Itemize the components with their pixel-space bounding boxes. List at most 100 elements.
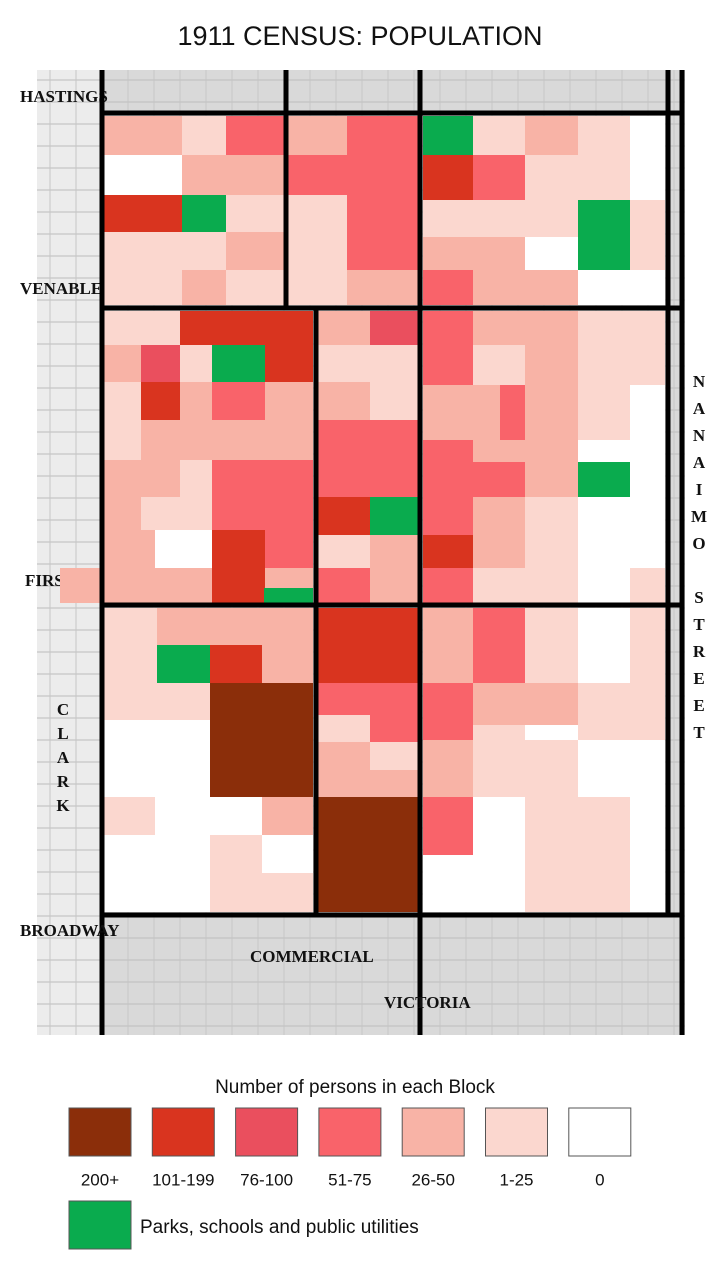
census-block xyxy=(157,645,210,683)
census-block xyxy=(578,270,665,305)
census-block xyxy=(103,420,141,460)
census-block xyxy=(141,382,180,420)
census-block xyxy=(473,740,578,797)
census-block xyxy=(473,535,525,568)
census-block xyxy=(318,345,418,382)
census-block xyxy=(155,797,262,835)
census-block xyxy=(525,608,578,683)
census-block xyxy=(103,683,210,720)
census-block xyxy=(262,797,313,835)
census-block xyxy=(578,311,665,345)
legend-swatch xyxy=(568,1107,632,1157)
census-block xyxy=(630,797,665,855)
census-block xyxy=(103,195,182,232)
census-block xyxy=(103,232,226,270)
census-block xyxy=(370,715,418,742)
legend-swatch xyxy=(68,1107,132,1157)
census-block xyxy=(182,270,226,305)
census-block xyxy=(141,420,313,460)
census-block xyxy=(423,200,578,237)
census-block xyxy=(265,311,313,345)
census-block xyxy=(423,497,473,535)
census-block xyxy=(180,345,212,382)
census-block xyxy=(288,195,347,270)
census-block xyxy=(103,797,155,835)
census-block xyxy=(423,270,473,305)
census-block xyxy=(473,683,578,725)
census-block xyxy=(141,497,212,530)
census-block xyxy=(473,497,525,535)
census-block xyxy=(370,535,418,568)
census-block xyxy=(630,200,665,237)
census-block xyxy=(103,460,180,497)
census-block xyxy=(473,155,525,200)
census-block xyxy=(423,116,473,155)
street-label: BROADWAY xyxy=(20,921,120,940)
census-block xyxy=(525,155,630,200)
census-block xyxy=(226,116,285,155)
census-block xyxy=(630,462,665,497)
census-block xyxy=(578,497,665,535)
legend-swatch xyxy=(318,1107,382,1157)
legend-label: 26-50 xyxy=(411,1170,454,1189)
census-block xyxy=(212,568,265,603)
census-block xyxy=(423,345,473,385)
census-block xyxy=(180,311,212,345)
census-block xyxy=(318,742,370,770)
census-block xyxy=(318,568,370,603)
census-block xyxy=(423,440,473,462)
census-block xyxy=(318,683,418,715)
census-block xyxy=(103,116,182,155)
census-block xyxy=(578,345,665,385)
census-block xyxy=(103,835,210,873)
census-block xyxy=(226,270,285,305)
legend: 200+ 101-199 76-100 51-75 26-50 1-25 0 Parks, s… xyxy=(68,1107,632,1250)
census-block xyxy=(370,382,418,420)
legend-swatch xyxy=(401,1107,465,1157)
census-block xyxy=(423,385,500,440)
census-block xyxy=(103,530,155,568)
census-block xyxy=(630,385,665,440)
census-block xyxy=(318,382,370,420)
census-block xyxy=(423,535,473,568)
census-block xyxy=(288,155,418,195)
census-block xyxy=(525,345,578,385)
census-block xyxy=(423,797,473,855)
census-block xyxy=(578,725,665,740)
census-block xyxy=(180,460,212,497)
census-block xyxy=(318,715,370,742)
census-block xyxy=(525,535,578,568)
legend-swatch xyxy=(151,1107,215,1157)
census-block xyxy=(103,568,212,603)
census-block xyxy=(473,568,578,603)
legend-label: Parks, schools and public utilities xyxy=(140,1217,419,1238)
census-block xyxy=(103,873,210,912)
census-block xyxy=(318,535,370,568)
census-block xyxy=(525,116,578,155)
census-block xyxy=(578,200,630,237)
census-block xyxy=(525,497,578,535)
census-block xyxy=(423,725,473,740)
census-block xyxy=(103,720,210,797)
census-block xyxy=(423,740,473,797)
census-block xyxy=(578,740,665,797)
census-block xyxy=(423,608,473,683)
census-block xyxy=(265,345,313,382)
census-block xyxy=(630,855,665,912)
census-block xyxy=(473,311,578,345)
census-block xyxy=(288,116,347,155)
census-block xyxy=(473,608,525,683)
census-block xyxy=(103,155,182,195)
census-block xyxy=(473,725,525,740)
street-label: VENABLES xyxy=(20,279,112,298)
census-block xyxy=(212,530,265,568)
census-block xyxy=(318,497,370,535)
census-block xyxy=(226,195,285,232)
census-block xyxy=(265,382,313,420)
census-block xyxy=(212,382,265,420)
census-block xyxy=(525,237,578,270)
legend-title: Number of persons in each Block xyxy=(215,1077,495,1098)
census-block xyxy=(103,270,182,305)
census-block xyxy=(212,345,265,382)
